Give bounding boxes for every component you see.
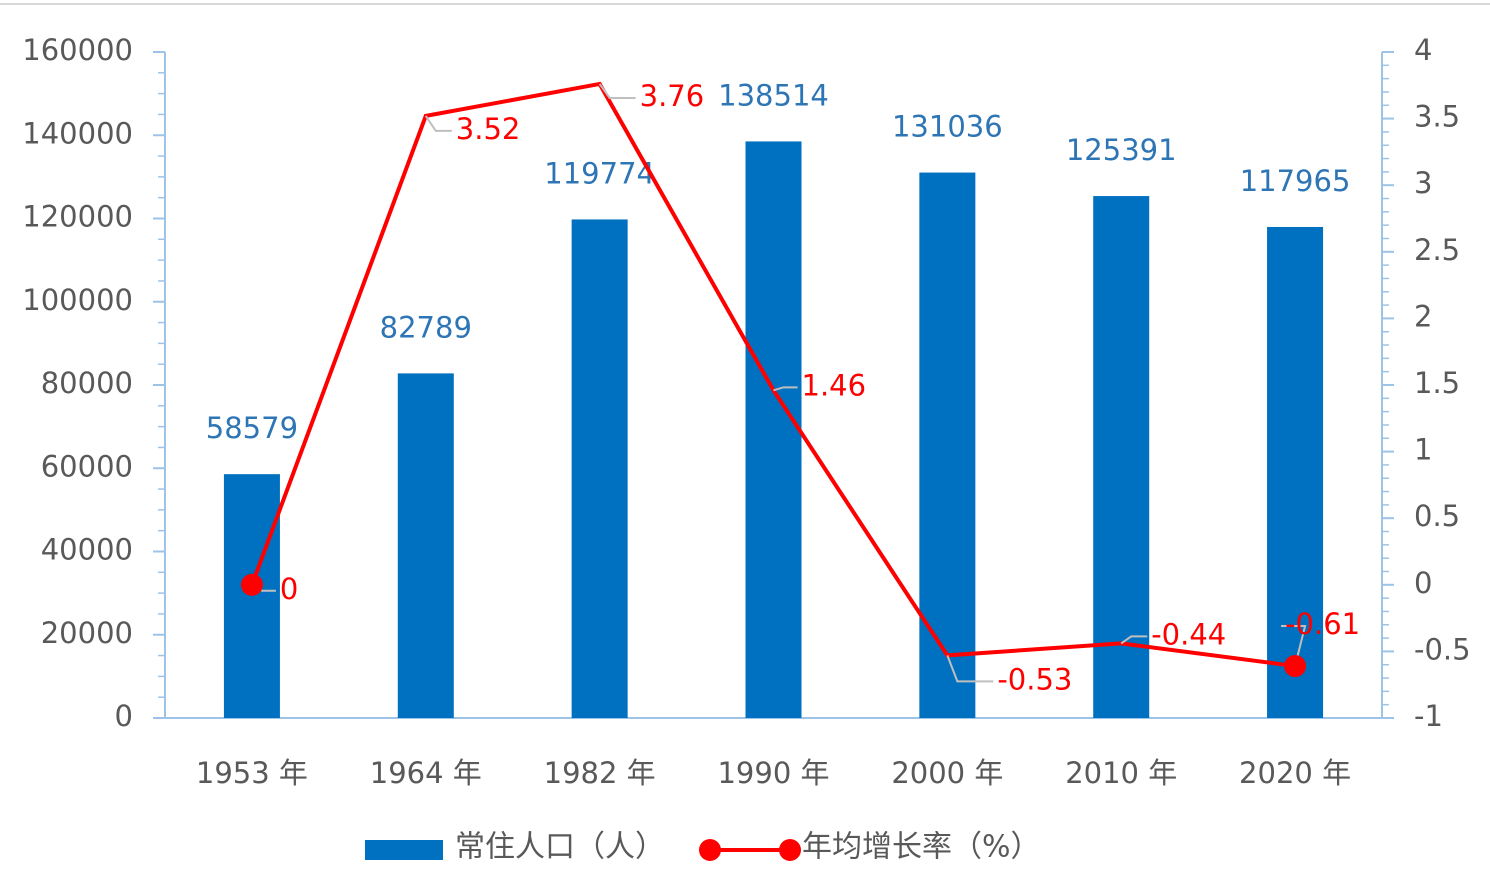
line-value-label: -0.61 bbox=[1285, 607, 1360, 641]
bar bbox=[223, 474, 280, 718]
leader-line bbox=[424, 115, 452, 132]
leader-line bbox=[1281, 625, 1307, 667]
x-tick-label: 2000 年 bbox=[891, 756, 1003, 790]
x-tick-label: 1990 年 bbox=[717, 756, 829, 790]
bar bbox=[571, 219, 628, 718]
y2-tick-label: 4 bbox=[1414, 33, 1432, 67]
x-tick-label: 2010 年 bbox=[1065, 756, 1177, 790]
bar-value-label: 58579 bbox=[206, 411, 298, 445]
bar-value-label: 119774 bbox=[544, 156, 655, 190]
y2-tick-label: -0.5 bbox=[1414, 632, 1471, 666]
y-tick-label: 140000 bbox=[22, 116, 133, 150]
bar bbox=[397, 373, 454, 718]
legend-swatch bbox=[779, 839, 801, 861]
x-tick-label: 1953 年 bbox=[196, 756, 308, 790]
legend-swatch bbox=[699, 839, 721, 861]
y2-tick-label: 1.5 bbox=[1414, 366, 1460, 400]
bar bbox=[1093, 196, 1150, 719]
line-value-label: 0 bbox=[280, 572, 298, 606]
y2-tick-label: 0.5 bbox=[1414, 499, 1460, 533]
line-value-label: -0.53 bbox=[997, 662, 1072, 696]
leader-line bbox=[773, 386, 798, 392]
y2-tick-label: 0 bbox=[1414, 566, 1432, 600]
bar-value-label: 117965 bbox=[1240, 164, 1351, 198]
y2-tick-label: 3 bbox=[1414, 166, 1432, 200]
y-tick-label: 60000 bbox=[41, 449, 133, 483]
line-marker bbox=[1284, 655, 1307, 678]
x-tick-label: 1964 年 bbox=[370, 756, 482, 790]
bar bbox=[745, 141, 802, 718]
x-tick-label: 1982 年 bbox=[544, 756, 656, 790]
leader-line bbox=[598, 83, 636, 99]
leader-line bbox=[946, 655, 994, 683]
legend-label: 常住人口（人） bbox=[455, 830, 665, 865]
y2-tick-label: 3.5 bbox=[1414, 100, 1460, 134]
y-tick-label: 20000 bbox=[41, 616, 133, 650]
y-tick-label: 120000 bbox=[22, 200, 133, 234]
y2-tick-label: 2 bbox=[1414, 299, 1432, 333]
x-tick-label: 2020 年 bbox=[1239, 756, 1351, 790]
y-tick-label: 100000 bbox=[22, 283, 133, 317]
y2-tick-label: 1 bbox=[1414, 433, 1432, 467]
bar-value-label: 82789 bbox=[380, 310, 472, 344]
bar-value-label: 125391 bbox=[1066, 133, 1177, 167]
bar-value-label: 131036 bbox=[892, 110, 1003, 144]
legend-label: 年均增长率（%） bbox=[802, 830, 1041, 865]
legend-swatch bbox=[365, 840, 443, 860]
line-value-label: 3.52 bbox=[456, 112, 521, 146]
y2-tick-label: 2.5 bbox=[1414, 233, 1460, 267]
leader-line bbox=[1120, 635, 1148, 645]
bar bbox=[1267, 226, 1324, 718]
bar bbox=[919, 172, 976, 719]
y-tick-label: 40000 bbox=[41, 533, 133, 567]
y2-tick-label: -1 bbox=[1414, 699, 1443, 733]
y-tick-label: 80000 bbox=[41, 366, 133, 400]
y-tick-label: 0 bbox=[115, 699, 133, 733]
bar-value-label: 138514 bbox=[718, 78, 829, 112]
line-value-label: -0.44 bbox=[1151, 617, 1226, 651]
line-marker bbox=[240, 573, 263, 596]
line-value-label: 1.46 bbox=[802, 368, 867, 402]
y-tick-label: 160000 bbox=[22, 33, 133, 67]
line-value-label: 3.76 bbox=[640, 79, 705, 113]
